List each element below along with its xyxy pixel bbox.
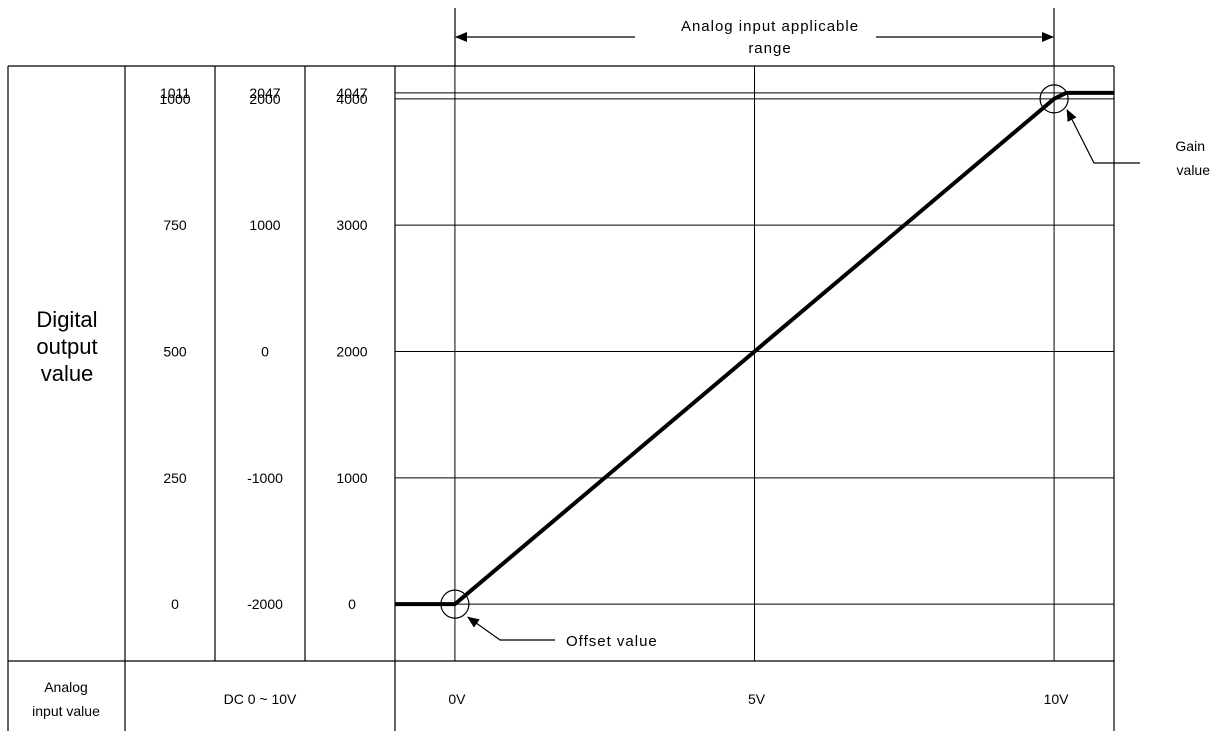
- y-tick-label-col2-5: -2000: [247, 596, 283, 612]
- annotations: [441, 85, 1140, 640]
- x-tick-label-1: 5V: [748, 691, 766, 707]
- x-tick-label-2: 10V: [1044, 691, 1070, 707]
- y-axis-title-line3: value: [41, 361, 94, 386]
- y-tick-label-col1-5: 0: [171, 596, 179, 612]
- x-tick-label-0: 0V: [448, 691, 466, 707]
- y-tick-label-col2-2: 1000: [249, 217, 280, 233]
- gain-label-line2: value: [1177, 162, 1211, 178]
- offset-leader-arrow: [468, 617, 555, 640]
- y-tick-labels: 1011100075050025002047200010000-1000-200…: [159, 85, 367, 612]
- gain-leader-arrow: [1067, 110, 1140, 163]
- x-axis-title-line2: input value: [32, 703, 100, 719]
- offset-label: Offset value: [566, 633, 658, 650]
- table-frame: [8, 66, 1114, 731]
- y-tick-label-col2-1: 2000: [249, 91, 280, 107]
- y-axis-title-line2: output: [36, 334, 97, 359]
- range-label-line1: Analog input applicable: [681, 18, 859, 35]
- x-axis-title-line1: Analog: [44, 679, 88, 695]
- y-tick-label-col2-3: 0: [261, 343, 269, 359]
- gridlines: [395, 66, 1114, 661]
- y-axis-title: Digital output value: [36, 307, 97, 386]
- y-tick-label-col2-4: -1000: [247, 470, 283, 486]
- input-range-label: DC 0 ~ 10V: [224, 691, 297, 707]
- y-axis-title-line1: Digital: [36, 307, 97, 332]
- range-markers: [455, 8, 1054, 66]
- y-tick-label-col3-3: 2000: [336, 343, 367, 359]
- y-tick-label-col3-2: 3000: [336, 217, 367, 233]
- y-tick-label-col1-4: 250: [163, 470, 187, 486]
- y-tick-label-col1-3: 500: [163, 343, 187, 359]
- y-tick-label-col1-1: 1000: [159, 91, 190, 107]
- x-axis-title: Analog input value: [32, 679, 100, 719]
- y-tick-label-col3-5: 0: [348, 596, 356, 612]
- gain-label-line1: Gain: [1175, 138, 1205, 154]
- y-tick-label-col3-4: 1000: [336, 470, 367, 486]
- y-tick-label-col1-2: 750: [163, 217, 187, 233]
- y-tick-label-col3-1: 4000: [336, 91, 367, 107]
- x-tick-labels: 0V 5V 10V: [448, 691, 1069, 707]
- range-label-line2: range: [748, 40, 791, 57]
